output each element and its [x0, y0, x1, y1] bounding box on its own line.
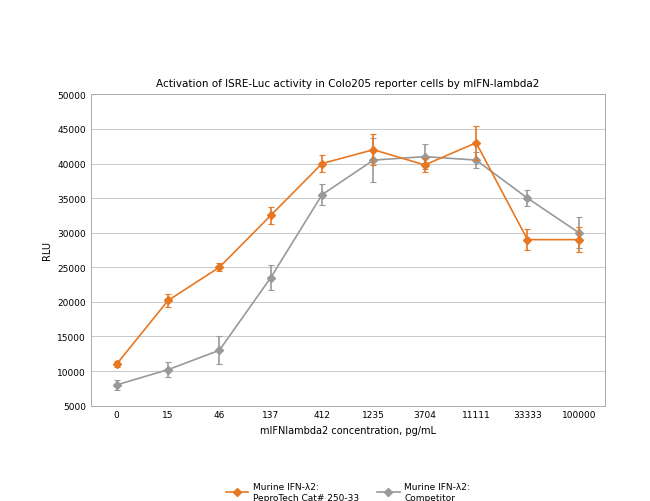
Legend: Murine IFN-λ2:
PeproTech Cat# 250-33, Murine IFN-λ2:
Competitor: Murine IFN-λ2: PeproTech Cat# 250-33, Mu… — [222, 478, 473, 501]
X-axis label: mIFNlambda2 concentration, pg/mL: mIFNlambda2 concentration, pg/mL — [260, 425, 436, 435]
Y-axis label: RLU: RLU — [42, 241, 52, 260]
Title: Activation of ISRE-Luc activity in Colo205 reporter cells by mIFN-lambda2: Activation of ISRE-Luc activity in Colo2… — [156, 79, 540, 89]
